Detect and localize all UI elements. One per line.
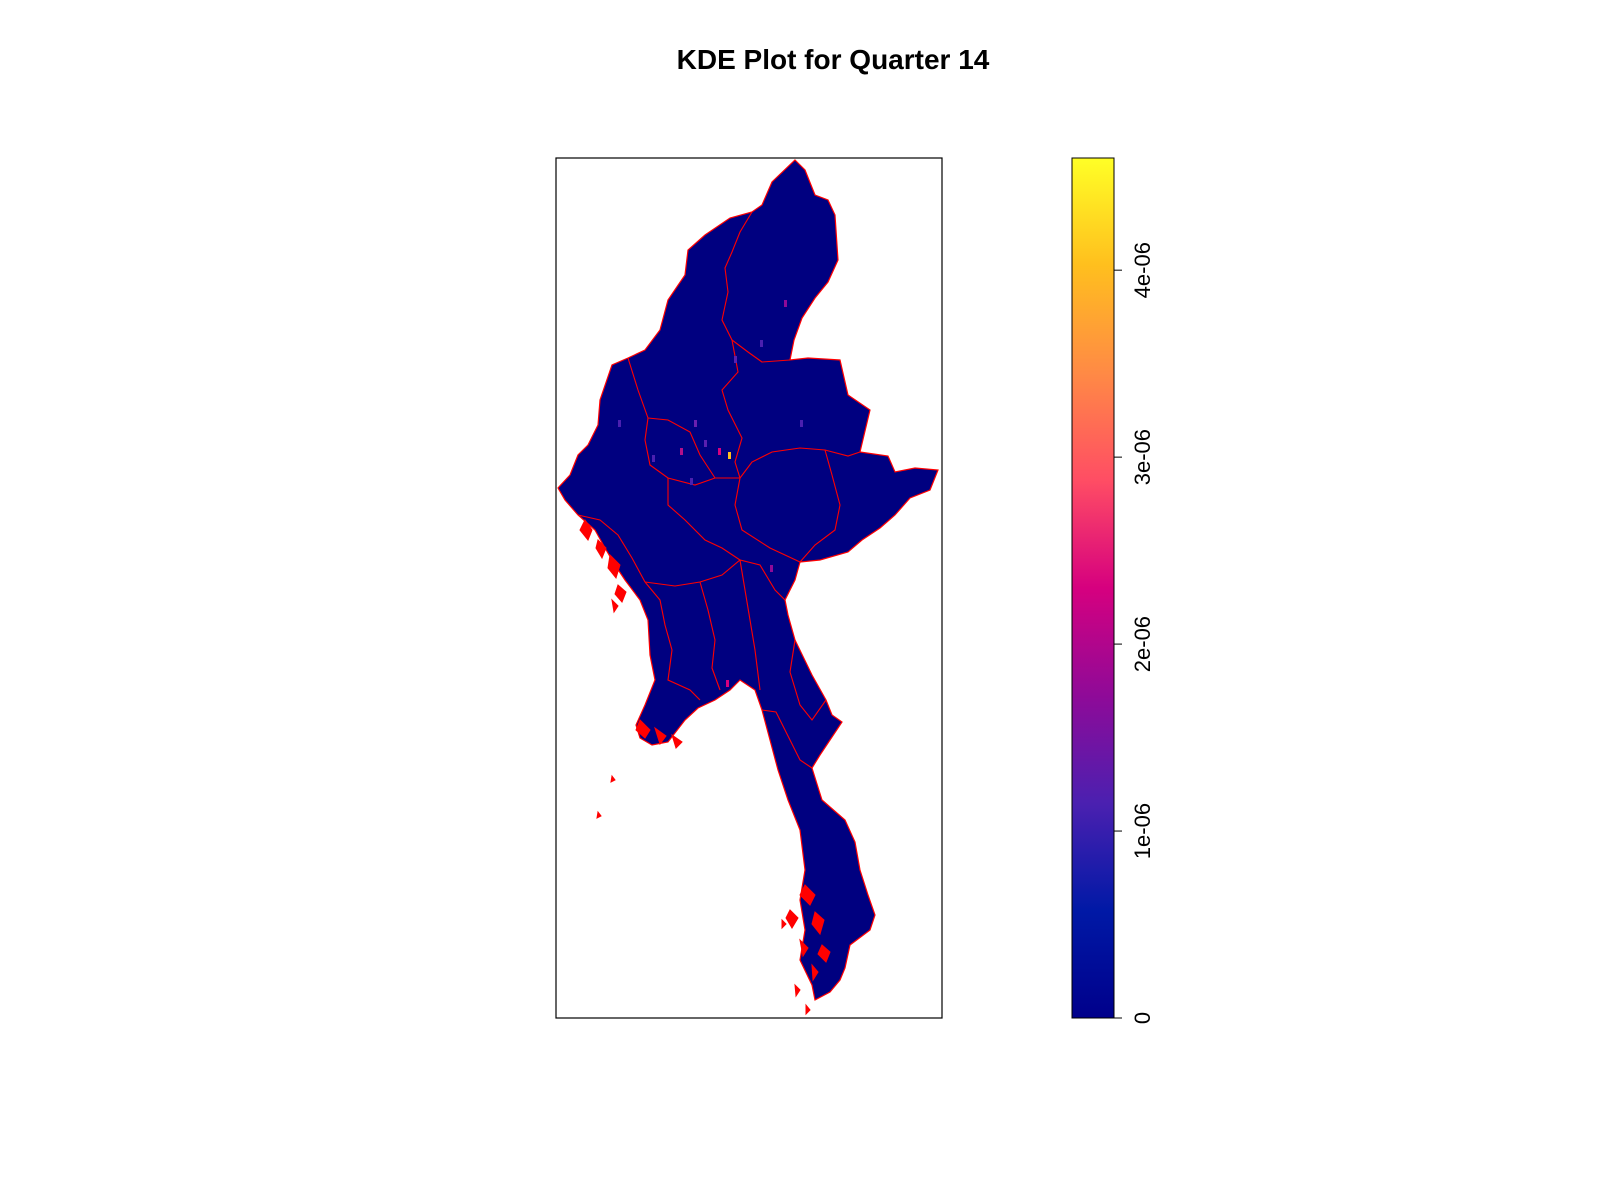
hotspot-cell: [718, 448, 721, 455]
hotspot-cell: [618, 420, 621, 427]
colorbar-tick-label: 3e-06: [1130, 429, 1155, 485]
hotspot-cell: [680, 448, 683, 455]
hotspot-cell: [694, 420, 697, 427]
division-boundaries: [577, 211, 861, 769]
plot-title: KDE Plot for Quarter 14: [676, 44, 990, 75]
hotspot-cell: [734, 356, 737, 363]
hotspot-cell: [784, 300, 787, 307]
country-land: [557, 159, 939, 1001]
colorbar-gradient: [1071, 157, 1115, 1019]
colorbar-tick-label: 0: [1130, 1012, 1155, 1024]
colorbar-tick-label: 2e-06: [1130, 616, 1155, 672]
hotspot-cell: [652, 455, 655, 462]
hotspot-cell: [760, 340, 763, 347]
hotspot-cell: [704, 440, 707, 447]
colorbar: 0 1e-06 2e-06 3e-06 4e-06: [1071, 157, 1155, 1024]
hotspot-cell: [728, 452, 731, 459]
hotspot-cell: [770, 565, 773, 572]
colorbar-tick-label: 1e-06: [1130, 803, 1155, 859]
map-panel: [555, 157, 943, 1019]
coastal-islands: [579, 519, 831, 1016]
colorbar-tick-label: 4e-06: [1130, 242, 1155, 298]
hotspot-cell: [726, 680, 729, 687]
hotspot-cell: [800, 420, 803, 427]
hotspot-cell: [690, 478, 693, 485]
density-hotspots: [618, 300, 803, 687]
colorbar-ticks: 0 1e-06 2e-06 3e-06 4e-06: [1114, 242, 1155, 1024]
